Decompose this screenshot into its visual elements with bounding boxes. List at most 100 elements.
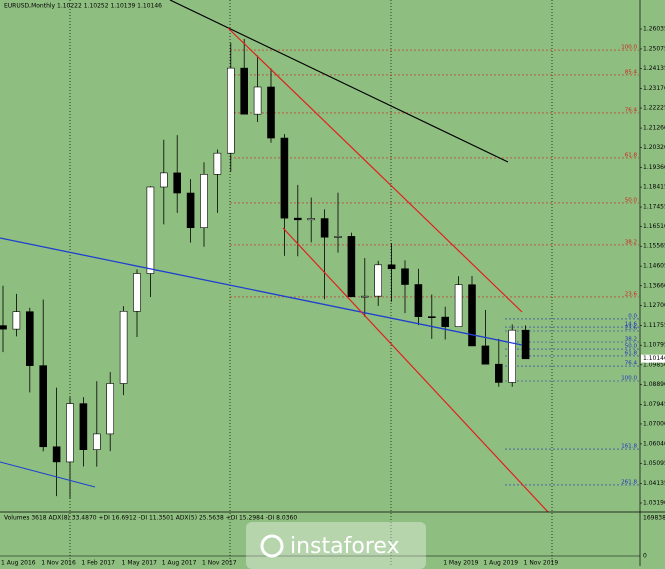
fib-label: 23.6	[625, 291, 638, 297]
fib-levels: 100.085.476.461.850.038.223.60.014.623.6…	[230, 45, 639, 485]
candle-body	[186, 192, 195, 228]
y-tick-label: 1.14605	[643, 263, 665, 270]
current-price-label: 1.10146	[643, 355, 665, 362]
y-tick-label: 1.23170	[643, 85, 665, 92]
fib-label: 38.2	[625, 336, 637, 342]
candle-body	[133, 273, 141, 312]
y-tick-label: 1.26035	[643, 26, 665, 33]
candle-body	[160, 172, 168, 188]
y-tick-label: 1.07000	[643, 420, 665, 427]
y-tick-label: 1.09850	[643, 361, 665, 368]
candle-body	[25, 311, 34, 366]
candle-body	[441, 316, 450, 327]
y-tick-label: 1.18415	[643, 184, 665, 191]
channel-line	[282, 227, 549, 513]
trend-line	[0, 237, 523, 346]
y-tick-label: 1.16510	[643, 223, 665, 230]
y-tick-label: 1.10795	[643, 342, 665, 349]
candle-body	[481, 345, 490, 365]
candle-body	[427, 316, 436, 318]
candle-body	[213, 152, 222, 175]
x-tick-label: 1 May 2019	[443, 560, 478, 567]
x-tick-label: 1 Nov 2016	[41, 560, 76, 567]
candle-body	[494, 363, 503, 383]
candle-body	[360, 295, 369, 298]
fib-label: 100.0	[621, 375, 637, 381]
current-price-box	[641, 354, 665, 363]
candle-body	[240, 67, 248, 115]
y-tick-label: 1.08890	[643, 381, 665, 388]
trend-line	[0, 461, 96, 488]
y-tick-label: 1.05095	[643, 460, 665, 467]
fib-label: 50.0	[625, 344, 638, 350]
y-tick-label: 1.17455	[643, 204, 665, 211]
candle-body	[52, 446, 61, 463]
y-tick-label: 1.03190	[643, 499, 665, 506]
fib-label: 23.6	[625, 325, 638, 331]
candle-body	[79, 403, 88, 450]
y-tick-label: 1.25075	[643, 45, 665, 52]
trend-line	[169, 0, 509, 163]
fib-label: 76.4	[625, 107, 638, 113]
candle-body	[39, 365, 48, 448]
x-tick-label: 1 Feb 2017	[81, 560, 115, 567]
candle-body	[293, 217, 302, 221]
fib-label: 61.8	[625, 350, 638, 356]
candle-body	[12, 311, 21, 330]
candle-body	[334, 236, 342, 238]
y-tick-label: 1.13660	[643, 282, 665, 289]
candle-body	[253, 86, 262, 115]
candle-body	[146, 186, 155, 274]
fib-label: 85.4	[625, 69, 638, 75]
y-tick-label: 1.22225	[643, 105, 665, 112]
candle-body	[106, 383, 114, 435]
x-tick-label: 1 Nov 2019	[524, 560, 559, 567]
y-tick-label: 1.20320	[643, 144, 665, 151]
fib-label: 0.0	[628, 313, 637, 319]
y-tick-label: 1.24135	[643, 65, 665, 72]
x-tick-label: 1 Nov 2017	[202, 560, 237, 567]
candle-body	[454, 284, 463, 327]
fib-label: 61.8	[625, 152, 638, 158]
candle-body	[200, 174, 208, 228]
candle-body	[414, 284, 423, 317]
chart-title: EURUSD,Monthly 1.10222 1.10252 1.10139 1…	[4, 3, 162, 10]
x-tick-label: 1 Aug 2017	[162, 560, 197, 567]
y-tick-label: 1.15565	[643, 243, 665, 250]
candle-body	[93, 433, 101, 450]
fib-label: 161.8	[621, 444, 637, 450]
y-tick-label: 1.04135	[643, 480, 665, 487]
fib-label: 261.8	[621, 479, 637, 485]
y-tick-label: 1.11755	[643, 322, 665, 329]
trend-lines	[0, 0, 549, 513]
watermark: instaforex	[290, 534, 400, 559]
indicator-min: 0	[643, 553, 647, 560]
watermark-box	[246, 522, 426, 569]
x-tick-label: 1 Aug 2016	[1, 560, 36, 567]
fib-label: 14.6	[625, 322, 638, 328]
candle-body	[173, 172, 181, 194]
candle-body	[320, 218, 329, 238]
candle-body	[0, 325, 7, 330]
y-tick-label: 1.19360	[643, 164, 665, 171]
fib-label: 50.0	[625, 197, 638, 203]
candle-body	[374, 264, 383, 297]
candle-body	[267, 86, 275, 139]
fib-label: 76.4	[625, 361, 638, 367]
y-tick-label: 1.21260	[643, 125, 665, 132]
y-tick-label: 1.06040	[643, 440, 665, 447]
x-tick-label: 1 May 2017	[122, 560, 157, 567]
candle-body	[468, 284, 476, 347]
candle-body	[521, 329, 530, 360]
candle-body	[508, 329, 517, 383]
y-tick-label: 1.07945	[643, 401, 665, 408]
candle-body	[401, 268, 409, 285]
candle-body	[119, 310, 128, 384]
channel-line	[227, 27, 523, 313]
candle-body	[387, 264, 396, 270]
candle-body	[227, 67, 235, 154]
fib-label: 100.0	[621, 45, 637, 51]
